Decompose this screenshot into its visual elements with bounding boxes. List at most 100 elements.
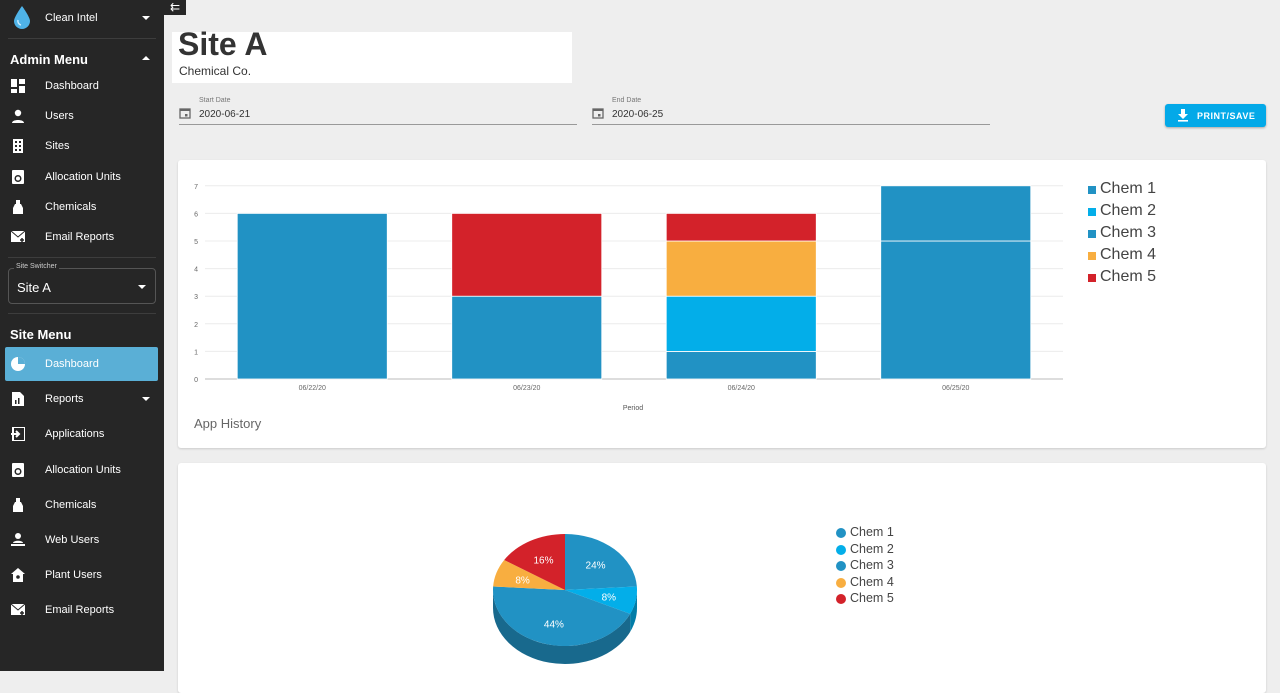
legend-label: Chem 2 — [1100, 202, 1157, 219]
pie-data-label: 44% — [544, 620, 564, 631]
chemical-share-card: 24% 8% 44% 8% 16% Chem 1 Chem 2 Chem 3 Chem 4 Ch… — [178, 463, 1266, 693]
pie-data-label: 16% — [533, 556, 553, 567]
sidebar: Clean Intel Admin Menu Dashboard Users Sit… — [0, 0, 164, 671]
y-tick-label: 0 — [194, 377, 198, 384]
sidebar-item-reports[interactable]: Reports — [5, 382, 158, 416]
legend-item[interactable]: Chem 3 — [836, 558, 894, 575]
legend-item[interactable]: Chem 3 — [1088, 224, 1156, 246]
legend-swatch — [836, 561, 846, 572]
page-subtitle: Chemical Co. — [179, 64, 252, 78]
bar-segment-chem-5 — [451, 213, 603, 297]
x-axis-label: Period — [623, 405, 643, 412]
allocation-unit-icon — [12, 169, 24, 184]
legend-swatch — [836, 594, 846, 605]
site-menu-title: Site Menu — [10, 327, 72, 342]
legend-label: Chem 1 — [1100, 180, 1157, 197]
x-tick-label: 06/25/20 — [942, 385, 969, 392]
sidebar-item-plant-users[interactable]: Plant Users — [5, 558, 158, 592]
pie-slice-chem-1 — [565, 534, 637, 590]
print-save-button[interactable]: PRINT/SAVE — [1165, 104, 1266, 127]
email-report-icon — [11, 230, 25, 242]
sidebar-item-sites[interactable]: Sites — [5, 129, 158, 163]
y-tick-label: 1 — [194, 349, 198, 356]
legend-item[interactable]: Chem 4 — [1088, 246, 1156, 268]
sidebar-item-dashboard[interactable]: Dashboard — [5, 347, 158, 381]
email-report-icon — [11, 604, 25, 616]
legend-item[interactable]: Chem 1 — [1088, 180, 1156, 202]
divider — [8, 257, 156, 258]
allocation-unit-icon — [12, 462, 24, 477]
sidebar-item-dashboard[interactable]: Dashboard — [5, 69, 158, 103]
bar-segment-chem-4 — [665, 240, 817, 297]
report-icon — [12, 392, 24, 407]
start-date-field[interactable]: Start Date 2020-06-21 — [179, 95, 577, 125]
admin-menu-title[interactable]: Admin Menu — [10, 52, 88, 67]
dashboard-icon — [11, 79, 25, 93]
sidebar-item-applications[interactable]: Applications — [5, 417, 158, 451]
bar-segment-chem-5 — [665, 213, 817, 242]
pie-slice-chem-3 — [493, 586, 631, 646]
y-tick-label: 4 — [194, 267, 198, 274]
sidebar-item-label: Sites — [45, 140, 70, 153]
plant-user-icon — [11, 568, 25, 583]
chemical-pie-chart: 24%8%44%8%16% — [493, 534, 637, 664]
sidebar-item-label: Chemicals — [45, 200, 97, 213]
legend-item[interactable]: Chem 2 — [1088, 202, 1156, 224]
site-header: Site A Chemical Co. — [172, 26, 572, 83]
collapse-sidebar-icon[interactable]: ⇇ — [164, 0, 186, 15]
chevron-up-icon[interactable] — [142, 56, 150, 60]
brand-menu[interactable]: Clean Intel — [0, 0, 164, 36]
sidebar-item-chemicals[interactable]: Chemicals — [5, 190, 158, 224]
legend-swatch — [1088, 186, 1096, 194]
legend-item[interactable]: Chem 1 — [836, 525, 894, 542]
x-tick-label: 06/24/20 — [728, 385, 755, 392]
sidebar-item-users[interactable]: Users — [5, 99, 158, 133]
end-date-value: 2020-06-25 — [612, 109, 664, 120]
end-date-field[interactable]: End Date 2020-06-25 — [592, 95, 990, 125]
legend-item[interactable]: Chem 5 — [836, 591, 894, 608]
legend-label: Chem 5 — [1100, 268, 1157, 285]
legend-item[interactable]: Chem 4 — [836, 575, 894, 592]
sidebar-item-allocation-units[interactable]: Allocation Units — [5, 453, 158, 487]
brand-name: Clean Intel — [45, 12, 98, 24]
pie-data-label: 8% — [602, 593, 617, 604]
start-date-label: Start Date — [199, 97, 231, 104]
sidebar-item-label: Dashboard — [45, 358, 99, 370]
app-history-bar-chart: 0 1 2 3 4 5 6 7 06/22/20 06/23/20 06/24/20 06/25/20… — [194, 184, 1063, 431]
sidebar-item-chemicals[interactable]: Chemicals — [5, 488, 158, 522]
login-icon — [11, 427, 25, 442]
y-tick-label: 6 — [194, 211, 198, 218]
sidebar-item-label: Plant Users — [45, 569, 102, 582]
site-switcher-value: Site A — [17, 280, 51, 295]
legend-label: Chem 4 — [1100, 246, 1157, 263]
sidebar-item-label: Allocation Units — [45, 170, 121, 183]
pie-slice-chem-5 — [504, 534, 565, 590]
sidebar-item-allocation-units[interactable]: Allocation Units — [5, 160, 158, 194]
site-switcher[interactable]: Site Switcher Site A — [8, 263, 156, 304]
chevron-down-icon — [142, 16, 150, 20]
sidebar-item-web-users[interactable]: Web Users — [5, 523, 158, 557]
sidebar-item-label: Email Reports — [45, 604, 115, 617]
bar-segment-chem-3 — [236, 213, 388, 380]
y-tick-label: 2 — [194, 322, 198, 329]
water-drop-logo-icon — [14, 6, 30, 29]
legend-label: Chem 3 — [850, 558, 894, 573]
sidebar-item-label: Dashboard — [45, 80, 99, 92]
sidebar-item-email-reports[interactable]: Email Reports — [5, 220, 158, 254]
x-tick-label: 06/23/20 — [513, 385, 540, 392]
legend-swatch — [836, 577, 846, 588]
legend-item[interactable]: Chem 5 — [1088, 268, 1156, 290]
bar-legend: Chem 1 Chem 2 Chem 3 Chem 4 Chem 5 — [1088, 180, 1156, 290]
start-date-value: 2020-06-21 — [199, 109, 251, 120]
legend-item[interactable]: Chem 2 — [836, 542, 894, 559]
sidebar-item-email-reports[interactable]: Email Reports — [5, 593, 158, 627]
print-save-label: PRINT/SAVE — [1197, 111, 1256, 121]
x-tick-label: 06/22/20 — [299, 385, 326, 392]
bottle-icon — [13, 199, 23, 214]
pie-side-chem-3 — [493, 590, 631, 664]
sidebar-item-label: Reports — [45, 393, 84, 406]
pie-slice-chem-4 — [493, 559, 565, 590]
legend-label: Chem 1 — [850, 525, 894, 539]
sidebar-item-label: Email Reports — [45, 231, 115, 243]
chevron-down-icon — [142, 397, 150, 402]
